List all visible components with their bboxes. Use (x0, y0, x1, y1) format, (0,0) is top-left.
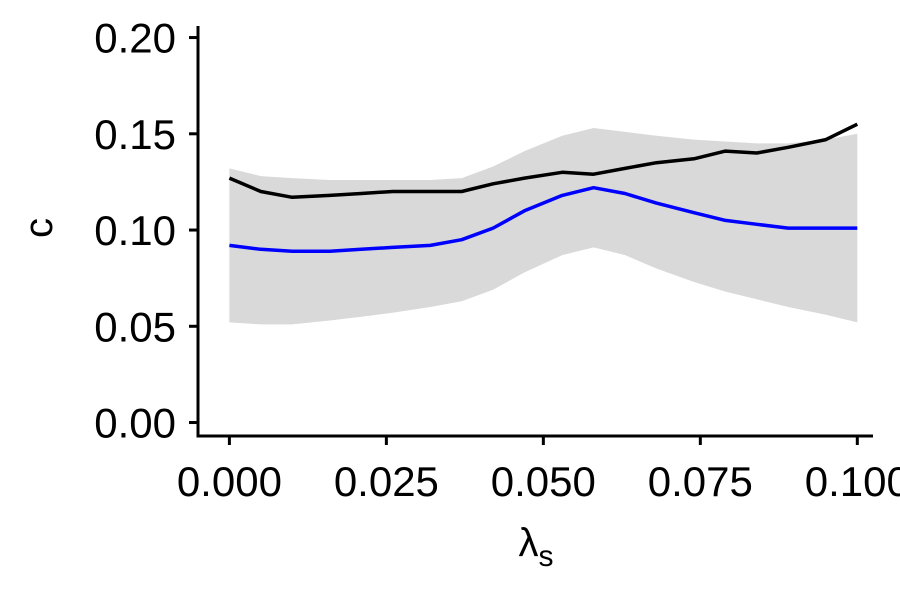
y-tick-label: 0.00 (94, 400, 176, 447)
y-axis-title: c (17, 218, 61, 238)
confidence-band-layer (229, 128, 858, 325)
x-axis-title: λs (519, 521, 554, 573)
x-tick-label: 0.050 (491, 458, 596, 505)
axes-layer (189, 26, 873, 445)
tick-labels-layer: 0.00 0.05 0.10 0.15 0.20 0.000 0.025 0.050 0.075… (94, 15, 900, 505)
y-tick-label: 0.05 (94, 303, 176, 350)
series-line-2 (229, 185, 858, 253)
y-tick-label: 0.20 (94, 15, 176, 62)
confidence-band (229, 128, 858, 325)
series-lines-layer (228, 122, 859, 253)
x-tick-label: 0.000 (177, 458, 282, 505)
x-axis-title-subscript: s (539, 540, 554, 573)
x-tick-label: 0.075 (648, 458, 753, 505)
series-line-1 (228, 122, 859, 200)
x-axis-title-main: λ (519, 521, 539, 565)
x-tick-label: 0.025 (334, 458, 439, 505)
y-tick-label: 0.15 (94, 111, 176, 158)
y-tick-label: 0.10 (94, 207, 176, 254)
x-tick-label: 0.100 (805, 458, 900, 505)
